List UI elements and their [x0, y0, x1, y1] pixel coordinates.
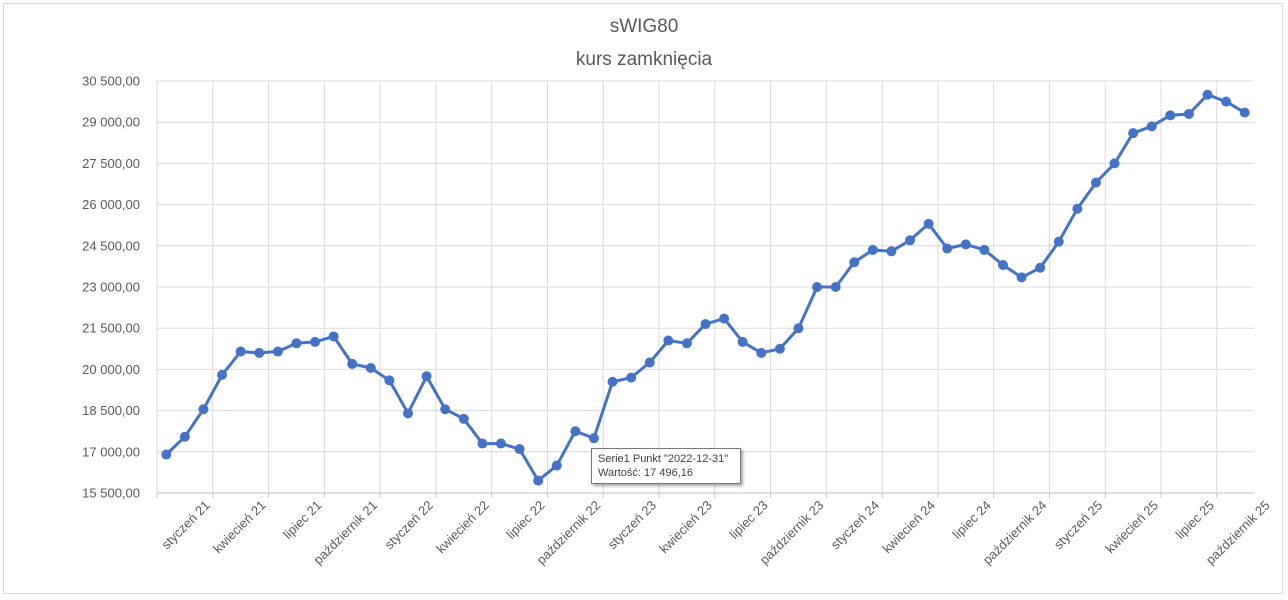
data-point[interactable] — [867, 244, 878, 255]
data-point[interactable] — [477, 438, 488, 449]
gridlines — [156, 80, 1254, 493]
y-tick-label: 15 500,00 — [82, 486, 140, 501]
tooltip-value: Wartość: 17 496,16 — [598, 467, 693, 479]
data-point[interactable] — [979, 244, 990, 255]
data-point[interactable] — [1221, 96, 1232, 107]
data-point[interactable] — [1165, 110, 1176, 121]
data-point[interactable] — [254, 347, 265, 358]
x-tick-label: styczeń 25 — [1051, 498, 1106, 553]
y-tick-label: 27 500,00 — [82, 156, 140, 171]
data-point[interactable] — [812, 282, 823, 292]
y-tick-label: 26 000,00 — [82, 197, 140, 212]
data-point[interactable] — [1072, 203, 1083, 214]
y-tick-label: 18 500,00 — [82, 403, 140, 418]
x-tick-label: kwiecień 23 — [656, 498, 715, 557]
chart-title: sWIG80 — [609, 16, 679, 37]
data-point[interactable] — [403, 408, 414, 419]
series-points — [161, 89, 1250, 486]
data-point[interactable] — [1183, 108, 1194, 119]
x-tick-label: styczeń 23 — [605, 498, 660, 553]
data-point[interactable] — [719, 313, 730, 324]
data-point[interactable] — [663, 335, 674, 346]
data-point[interactable] — [570, 426, 581, 437]
y-tick-label: 20 000,00 — [82, 362, 140, 377]
chart-area — [3, 3, 1283, 594]
chart-subtitle: kurs zamknięcia — [575, 49, 713, 70]
data-point[interactable] — [1128, 128, 1139, 139]
data-point[interactable] — [997, 260, 1008, 271]
data-point[interactable] — [440, 404, 451, 415]
data-point[interactable] — [1016, 272, 1027, 283]
data-point[interactable] — [1109, 158, 1120, 169]
data-point[interactable] — [1053, 236, 1064, 247]
data-point[interactable] — [551, 460, 562, 471]
y-tick-label: 21 500,00 — [82, 321, 140, 336]
data-point[interactable] — [700, 319, 711, 330]
y-tick-label: 17 000,00 — [82, 444, 140, 459]
data-point[interactable] — [626, 372, 637, 383]
data-point[interactable] — [942, 243, 953, 254]
data-point[interactable] — [272, 346, 283, 357]
data-point[interactable] — [588, 433, 599, 444]
series-line — [164, 93, 1247, 483]
x-tick-label: styczeń 21 — [158, 498, 213, 553]
series-line-layer — [164, 93, 1247, 483]
data-point[interactable] — [217, 369, 228, 380]
x-tick-label: styczeń 22 — [381, 498, 436, 553]
data-point[interactable] — [905, 235, 916, 246]
y-tick-label: 29 000,00 — [82, 115, 140, 130]
data-point[interactable] — [681, 338, 692, 349]
x-tick-label: lipiec 22 — [503, 498, 547, 542]
data-point[interactable] — [365, 363, 376, 374]
x-tick-label: lipiec 23 — [726, 498, 770, 542]
data-point[interactable] — [1202, 89, 1213, 100]
x-tick-label: kwiecień 21 — [210, 498, 269, 557]
data-point[interactable] — [774, 343, 785, 354]
data-point[interactable] — [291, 338, 302, 349]
data-point[interactable] — [923, 218, 934, 229]
data-point[interactable] — [1146, 121, 1157, 132]
data-point[interactable] — [1035, 262, 1046, 273]
data-point[interactable] — [161, 449, 172, 460]
data-point[interactable] — [644, 357, 655, 368]
y-tick-label: 24 500,00 — [82, 238, 140, 253]
data-point[interactable] — [384, 375, 395, 386]
x-tick-label: kwiecień 24 — [879, 498, 938, 557]
data-point[interactable] — [793, 323, 804, 334]
data-point[interactable] — [830, 282, 841, 292]
x-tick-label: kwiecień 25 — [1103, 498, 1162, 557]
data-point[interactable] — [235, 346, 246, 357]
y-tick-label: 30 500,00 — [82, 74, 140, 89]
data-point[interactable] — [458, 413, 469, 424]
data-point[interactable] — [347, 358, 358, 369]
tooltip-series-point: Serie1 Punkt "2022-12-31" — [598, 453, 729, 465]
data-point[interactable] — [1239, 107, 1250, 118]
y-axis-ticks: 30 500,00 29 000,00 27 500,00 26 000,00 24 5… — [82, 74, 140, 501]
x-tick-label: styczeń 24 — [828, 498, 883, 553]
data-point[interactable] — [886, 246, 897, 257]
x-tick-label: lipiec 24 — [949, 498, 993, 542]
data-point[interactable] — [310, 336, 321, 347]
data-point[interactable] — [533, 475, 544, 486]
data-point[interactable] — [198, 404, 209, 415]
data-point[interactable] — [328, 331, 339, 342]
data-point[interactable] — [849, 257, 860, 268]
data-point[interactable] — [737, 336, 748, 347]
x-tick-label: lipiec 21 — [280, 498, 324, 542]
data-point[interactable] — [514, 444, 525, 455]
y-tick-label: 23 000,00 — [82, 280, 140, 295]
data-point[interactable] — [960, 239, 971, 250]
data-point[interactable] — [421, 371, 432, 382]
data-point[interactable] — [1090, 177, 1101, 188]
data-point[interactable] — [756, 347, 767, 358]
x-tick-label: kwiecień 22 — [433, 498, 492, 557]
data-point[interactable] — [607, 376, 618, 387]
x-tick-label: lipiec 25 — [1173, 498, 1217, 542]
data-point[interactable] — [495, 438, 506, 449]
axes — [156, 492, 1254, 498]
data-point[interactable] — [179, 431, 190, 442]
data-point-tooltip: Serie1 Punkt "2022-12-31" Wartość: 17 49… — [591, 448, 741, 484]
